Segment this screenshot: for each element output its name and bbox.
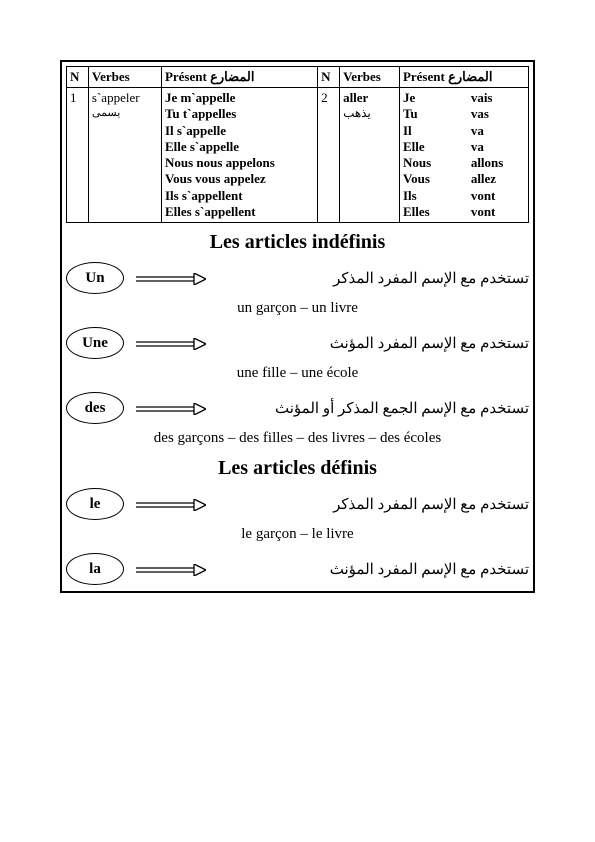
usage-text: تستخدم مع الإسم الجمع المذكر أو المؤنث <box>218 399 529 418</box>
verb-form: vont <box>471 204 525 220</box>
verb-form: vais <box>471 90 525 106</box>
pronoun: Vous <box>403 171 453 187</box>
conjugation-line: Elle s`appelle <box>165 139 314 155</box>
cell-n1: 1 <box>67 88 89 223</box>
conjugation-line: Elles s`appellent <box>165 204 314 220</box>
usage-text: تستخدم مع الإسم المفرد المؤنث <box>218 334 529 353</box>
arrow-icon <box>136 563 206 575</box>
table-row: 1 s`appeler يسمى Je m`appelleTu t`appell… <box>67 88 529 223</box>
verb-form: vas <box>471 106 525 122</box>
section-title-definis: Les articles définis <box>66 457 529 480</box>
pronoun: Il <box>403 123 453 139</box>
conjugation-line: Tu t`appelles <box>165 106 314 122</box>
verb-form: va <box>471 139 525 155</box>
cell-n2: 2 <box>318 88 340 223</box>
arrow-icon <box>136 402 206 414</box>
conjugation-line: Vous vous appelez <box>165 171 314 187</box>
cell-conj1: Je m`appelleTu t`appellesIl s`appelleEll… <box>161 88 317 223</box>
article-row: Un تستخدم مع الإسم المفرد المذكر <box>66 262 529 294</box>
pronoun: Je <box>403 90 453 106</box>
col-verbes: Verbes <box>88 67 161 88</box>
col-n: N <box>67 67 89 88</box>
pronoun: Elle <box>403 139 453 155</box>
article-row: la تستخدم مع الإسم المفرد المؤنث <box>66 553 529 585</box>
arrow-icon <box>136 272 206 284</box>
article-pill: le <box>66 488 124 520</box>
arrow-icon <box>136 498 206 510</box>
usage-text: تستخدم مع الإسم المفرد المذكر <box>218 269 529 288</box>
example-text: le garçon – le livre <box>66 526 529 543</box>
col-present-1: Présent المضارع <box>161 67 317 88</box>
conjugation-list: Je m`appelleTu t`appellesIl s`appelleEll… <box>165 90 314 220</box>
arrow-icon <box>136 337 206 349</box>
col-verbes-2: Verbes <box>340 67 400 88</box>
table-header-row: N Verbes Présent المضارع N Verbes Présen… <box>67 67 529 88</box>
article-pill: Une <box>66 327 124 359</box>
section-title-indefinis: Les articles indéfinis <box>66 231 529 254</box>
pronoun: Elles <box>403 204 453 220</box>
example-text: un garçon – un livre <box>66 300 529 317</box>
conjugation-line: Il s`appelle <box>165 123 314 139</box>
article-pill: des <box>66 392 124 424</box>
article-pill: la <box>66 553 124 585</box>
cell-verb1: s`appeler يسمى <box>88 88 161 223</box>
cell-conj2: Je vais Tu vas Il va Elle va Nous allons Vous allez… <box>399 88 528 223</box>
usage-text: تستخدم مع الإسم المفرد المؤنث <box>218 560 529 579</box>
cell-verb2: aller يذهب <box>340 88 400 223</box>
article-pill: Un <box>66 262 124 294</box>
article-row: des تستخدم مع الإسم الجمع المذكر أو المؤن… <box>66 392 529 424</box>
conjugation-line: Ils s`appellent <box>165 188 314 204</box>
verb-form: allons <box>471 155 525 171</box>
article-row: le تستخدم مع الإسم المفرد المذكر <box>66 488 529 520</box>
article-row: Une تستخدم مع الإسم المفرد المؤنث <box>66 327 529 359</box>
verb-form: vont <box>471 188 525 204</box>
verb-form: va <box>471 123 525 139</box>
conjugation-line: Nous nous appelons <box>165 155 314 171</box>
page-frame: N Verbes Présent المضارع N Verbes Présen… <box>60 60 535 593</box>
pronoun: Nous <box>403 155 453 171</box>
example-text: des garçons – des filles – des livres – … <box>66 430 529 447</box>
usage-text: تستخدم مع الإسم المفرد المذكر <box>218 495 529 514</box>
pronoun: Tu <box>403 106 453 122</box>
conjugation-line: Je m`appelle <box>165 90 314 106</box>
example-text: une fille – une école <box>66 365 529 382</box>
verb-form: allez <box>471 171 525 187</box>
col-present-2: Présent المضارع <box>399 67 528 88</box>
pronoun: Ils <box>403 188 453 204</box>
verb-table: N Verbes Présent المضارع N Verbes Présen… <box>66 66 529 223</box>
conjugation-list: Je vais Tu vas Il va Elle va Nous allons Vous allez… <box>403 90 525 220</box>
col-n-2: N <box>318 67 340 88</box>
